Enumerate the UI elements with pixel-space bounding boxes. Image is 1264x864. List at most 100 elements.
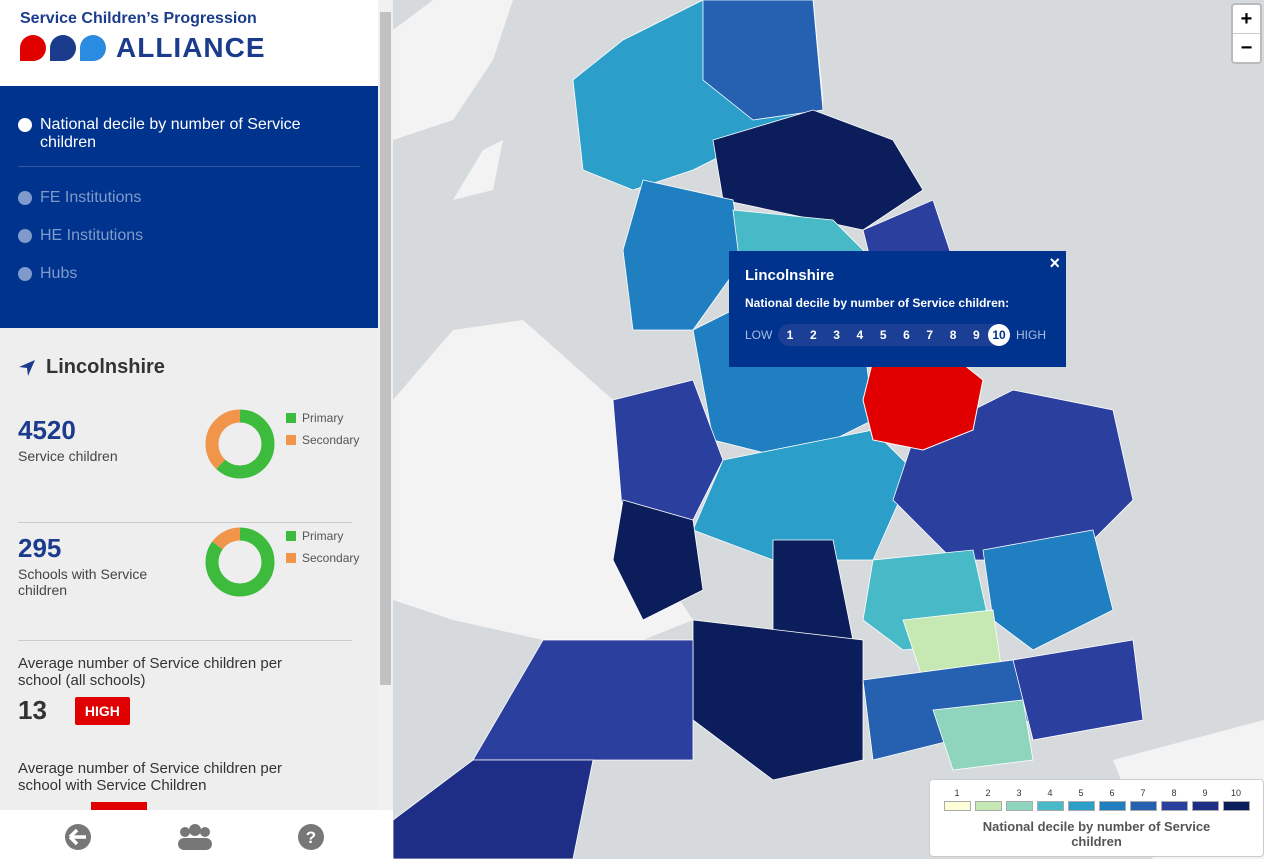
menu-label: HE Institutions [40, 227, 144, 244]
legend-label: Primary [302, 411, 343, 425]
legend-item: 9 [1191, 788, 1219, 811]
menu-dot [18, 118, 32, 132]
legend-swatch [974, 801, 1002, 811]
decile: 5 [879, 328, 887, 342]
legend-item: 2 [974, 788, 1002, 811]
legend-item: 8 [1160, 788, 1188, 811]
menu-dot [18, 229, 32, 243]
legend-label: 4 [1047, 788, 1053, 798]
legend-label: 9 [1202, 788, 1208, 798]
decile: 9 [973, 328, 980, 342]
legend-swatch [1160, 801, 1188, 811]
legend-label: 3 [1016, 788, 1022, 798]
menu-label: National decile by number of Service chi… [40, 116, 301, 151]
nav-icons: ? [65, 824, 324, 850]
logo-mark: ALLIANCE [20, 32, 358, 64]
legend-swatch [286, 553, 296, 563]
menu-item[interactable]: FE Institutions [18, 189, 360, 207]
stat-text: 4520 Service children [18, 405, 158, 522]
people-button[interactable] [178, 824, 212, 850]
menu-dot [18, 267, 32, 281]
decile: 6 [903, 328, 910, 342]
legend-label: 6 [1109, 788, 1115, 798]
bottom-nav: ? [0, 810, 393, 859]
average: Average number of Service children per s… [18, 655, 360, 822]
legend-label: 8 [1171, 788, 1177, 798]
decile: 1 [786, 328, 794, 342]
area-name: Lincolnshire [46, 356, 165, 378]
stat-value: 4520 [18, 415, 76, 445]
decile: 2 [809, 328, 817, 342]
menu-label: Hubs [40, 265, 78, 282]
average-value: 13 [18, 695, 47, 725]
legend-swatch [1036, 801, 1064, 811]
legend-label: 1 [954, 788, 960, 798]
menu-dot [18, 191, 32, 205]
donut: Primary Secondary [205, 527, 359, 597]
legend-label: 2 [985, 788, 991, 798]
layer-menu: National decile by number of Service chi… [0, 86, 378, 328]
legend-swatch [1129, 801, 1157, 811]
menu-item[interactable]: Hubs [18, 265, 360, 283]
legend-label: 5 [1078, 788, 1084, 798]
legend-item: 4 [1036, 788, 1064, 811]
close-button[interactable]: × [1049, 253, 1060, 273]
sidebar: Service Children’s Progression ALLIANCE … [0, 0, 378, 859]
menu-item[interactable]: HE Institutions [18, 227, 360, 245]
stat-text: 295 Schools with Service children [18, 523, 158, 640]
area-heading: Lincolnshire [18, 356, 360, 379]
legend-swatch [286, 435, 296, 445]
badge: HIGH [74, 696, 130, 725]
stat: 4520 Service children Primary Secondary [18, 405, 359, 523]
stat: 295 Schools with Service children Primary S… [18, 523, 359, 641]
legend-label: 10 [1230, 788, 1241, 798]
legend-item: 5 [1067, 788, 1095, 811]
decile: 10 [988, 324, 1011, 346]
help-button[interactable]: ? [298, 824, 324, 850]
decile: 4 [856, 328, 864, 342]
svg-text:?: ? [306, 828, 316, 847]
legend-swatch [286, 531, 296, 541]
map[interactable] [393, 0, 1264, 859]
average-value-row: 13 HIGH [18, 695, 360, 726]
decile: 8 [949, 328, 957, 342]
popup-subtitle: National decile by number of Service chi… [745, 296, 1010, 310]
legend-label: Secondary [302, 433, 359, 447]
area-panel: Lincolnshire 4520 Service children Primary… [0, 328, 378, 822]
legend-swatch [1191, 801, 1219, 811]
popup: × Lincolnshire National decile by number… [729, 251, 1066, 367]
zoom-in[interactable]: + [1233, 5, 1260, 34]
stats: 4520 Service children Primary Secondary 295 S… [18, 405, 360, 641]
logo-title: Service Children’s Progression [20, 10, 257, 27]
scroll-thumb[interactable] [380, 12, 391, 685]
back-button[interactable] [65, 824, 91, 850]
drop [80, 35, 106, 61]
zoom-out[interactable]: − [1240, 37, 1253, 59]
legend-item: 10 [1222, 788, 1250, 811]
decile-scale: 1 2 3 4 5 6 7 8 9 10 [778, 324, 1011, 346]
legend-swatch [1067, 801, 1095, 811]
legend-label: Secondary [302, 551, 359, 565]
scrollbar[interactable] [378, 0, 393, 810]
donut-segment [205, 527, 275, 597]
menu-item[interactable]: National decile by number of Service chi… [18, 116, 360, 167]
legend-swatch [943, 801, 971, 811]
legend: 1 2 3 4 5 6 7 8 9 10 National decile by number of … [929, 779, 1264, 857]
popup-title: Lincolnshire [745, 267, 835, 284]
menu-label: FE Institutions [40, 189, 142, 206]
stat-label: Service children [18, 448, 118, 464]
stat-value: 295 [18, 533, 62, 563]
average-label: Average number of Service children per s… [18, 760, 283, 794]
location-icon [19, 359, 35, 376]
drop [20, 35, 46, 61]
high-label: HIGH [1016, 328, 1047, 342]
stat-label: Schools with Service children [18, 566, 148, 598]
donut-segment [205, 409, 275, 479]
legend-item: 3 [1005, 788, 1033, 811]
legend-swatch [1222, 801, 1250, 811]
brand: ALLIANCE [116, 32, 266, 63]
decile: 7 [926, 328, 934, 342]
logo: Service Children’s Progression ALLIANCE [0, 0, 378, 86]
average-label: Average number of Service children per s… [18, 655, 283, 689]
